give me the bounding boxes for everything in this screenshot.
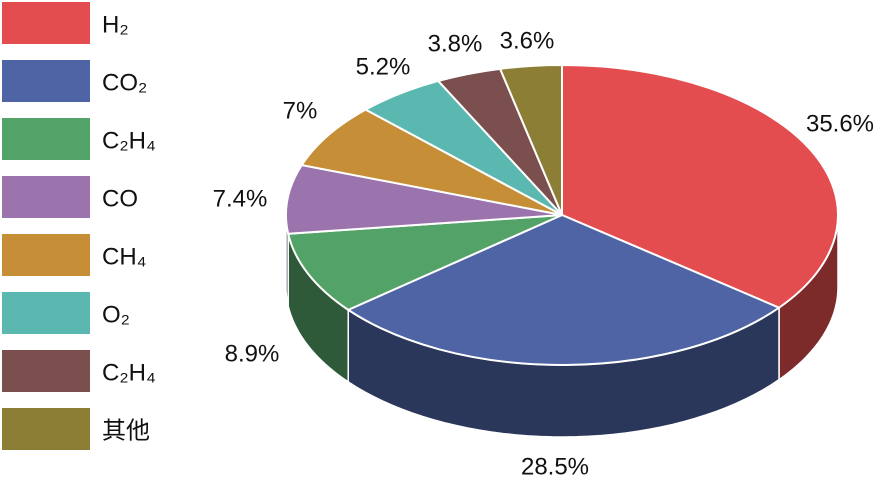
legend-label: C₂H₄ (102, 359, 156, 386)
slice (346, 213, 782, 366)
value-label: 7.4% (213, 185, 268, 212)
legend-label: C₂H₄ (102, 127, 156, 154)
legend-swatch (2, 60, 90, 102)
legend-swatch (2, 234, 90, 276)
slice (561, 63, 839, 309)
legend-swatch (2, 408, 90, 450)
legend-swatch (2, 176, 90, 218)
value-label: 28.5% (521, 453, 589, 480)
legend-label: H₂ (102, 11, 129, 38)
legend-label: CO₂ (102, 69, 147, 96)
slice (286, 214, 563, 312)
slice (285, 163, 563, 235)
legend-swatch (2, 350, 90, 392)
value-label: 7% (283, 97, 318, 124)
legend-swatch (2, 2, 90, 44)
legend-label: O₂ (102, 301, 130, 328)
value-label: 5.2% (356, 53, 411, 80)
value-label: 3.6% (500, 27, 555, 54)
legend-label: CH₄ (102, 243, 146, 270)
slice (498, 63, 563, 216)
slice (300, 108, 563, 216)
legend-swatch (2, 118, 90, 160)
value-label: 8.9% (225, 340, 280, 367)
value-label: 35.6% (806, 110, 874, 137)
legend-swatch (2, 292, 90, 334)
legend-label: 其他 (102, 417, 150, 444)
value-label: 3.8% (428, 30, 483, 57)
legend-label: CO (102, 185, 138, 212)
